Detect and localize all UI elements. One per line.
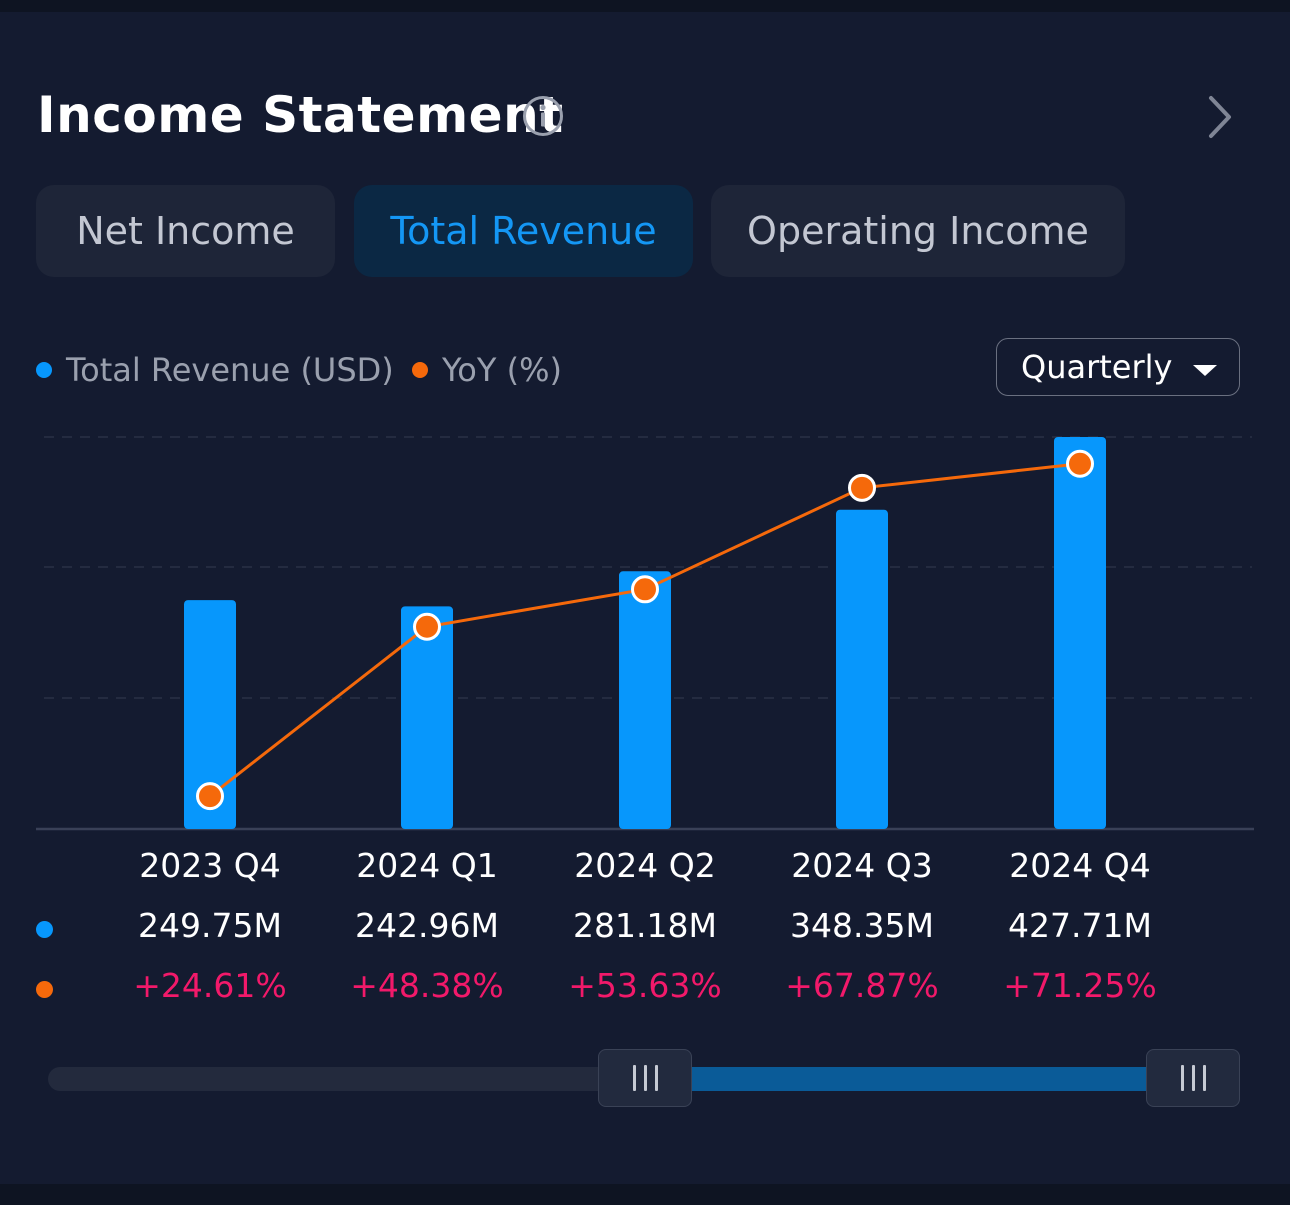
revenue-bar[interactable] bbox=[836, 509, 888, 829]
grip-line bbox=[654, 1065, 658, 1091]
grip-line bbox=[1191, 1065, 1195, 1091]
chevron-right-icon[interactable] bbox=[1203, 94, 1235, 140]
legend-revenue: Total Revenue (USD) bbox=[36, 349, 394, 391]
yoy-value-label: +53.63% bbox=[568, 966, 722, 1005]
revenue-value-label: 249.75M bbox=[138, 906, 282, 945]
legend-revenue-label: Total Revenue (USD) bbox=[66, 351, 394, 389]
revenue-value-label: 427.71M bbox=[1008, 906, 1152, 945]
range-slider-selection[interactable] bbox=[650, 1067, 1190, 1091]
x-tick-label: 2023 Q4 bbox=[139, 846, 281, 885]
yoy-point[interactable] bbox=[848, 473, 876, 502]
revenue-bar[interactable] bbox=[401, 606, 453, 829]
yoy-value-label: +24.61% bbox=[133, 966, 287, 1005]
revenue-value-label: 242.96M bbox=[355, 906, 499, 945]
revenue-value-label: 348.35M bbox=[790, 906, 934, 945]
grip-line bbox=[643, 1065, 647, 1091]
yoy-value-label: +48.38% bbox=[350, 966, 504, 1005]
revenue-value-label: 281.18M bbox=[573, 906, 717, 945]
legend-yoy-label: YoY (%) bbox=[442, 351, 562, 389]
range-slider-start-handle[interactable] bbox=[598, 1049, 692, 1107]
yoy-point[interactable] bbox=[413, 612, 441, 641]
revenue-bar[interactable] bbox=[619, 571, 671, 829]
yoy-row-dot bbox=[36, 981, 53, 998]
grip-line bbox=[1202, 1065, 1206, 1091]
yoy-legend-dot bbox=[412, 362, 428, 378]
yoy-value-label: +71.25% bbox=[1003, 966, 1157, 1005]
legend-yoy: YoY (%) bbox=[412, 349, 562, 391]
grip-line bbox=[632, 1065, 636, 1091]
x-tick-label: 2024 Q1 bbox=[356, 846, 498, 885]
tab-total-revenue[interactable]: Total Revenue bbox=[354, 185, 693, 277]
revenue-row-dot bbox=[36, 921, 53, 938]
tab-net-income[interactable]: Net Income bbox=[36, 185, 335, 277]
info-icon[interactable] bbox=[522, 95, 564, 137]
revenue-bar[interactable] bbox=[184, 600, 236, 829]
x-tick-label: 2024 Q4 bbox=[1009, 846, 1151, 885]
period-dropdown[interactable]: Quarterly bbox=[996, 338, 1240, 396]
tab-operating-income[interactable]: Operating Income bbox=[711, 185, 1125, 277]
x-tick-label: 2024 Q3 bbox=[791, 846, 933, 885]
yoy-point[interactable] bbox=[196, 782, 224, 811]
range-slider-end-handle[interactable] bbox=[1146, 1049, 1240, 1107]
revenue-legend-dot bbox=[36, 362, 52, 378]
yoy-point[interactable] bbox=[631, 575, 659, 604]
caret-down-icon bbox=[1193, 365, 1217, 376]
yoy-point[interactable] bbox=[1066, 449, 1094, 478]
yoy-value-label: +67.87% bbox=[785, 966, 939, 1005]
grip-line bbox=[1180, 1065, 1184, 1091]
x-tick-label: 2024 Q2 bbox=[574, 846, 716, 885]
page-title: Income Statement bbox=[37, 86, 564, 144]
revenue-bar[interactable] bbox=[1054, 437, 1106, 829]
period-dropdown-value: Quarterly bbox=[1021, 348, 1173, 386]
